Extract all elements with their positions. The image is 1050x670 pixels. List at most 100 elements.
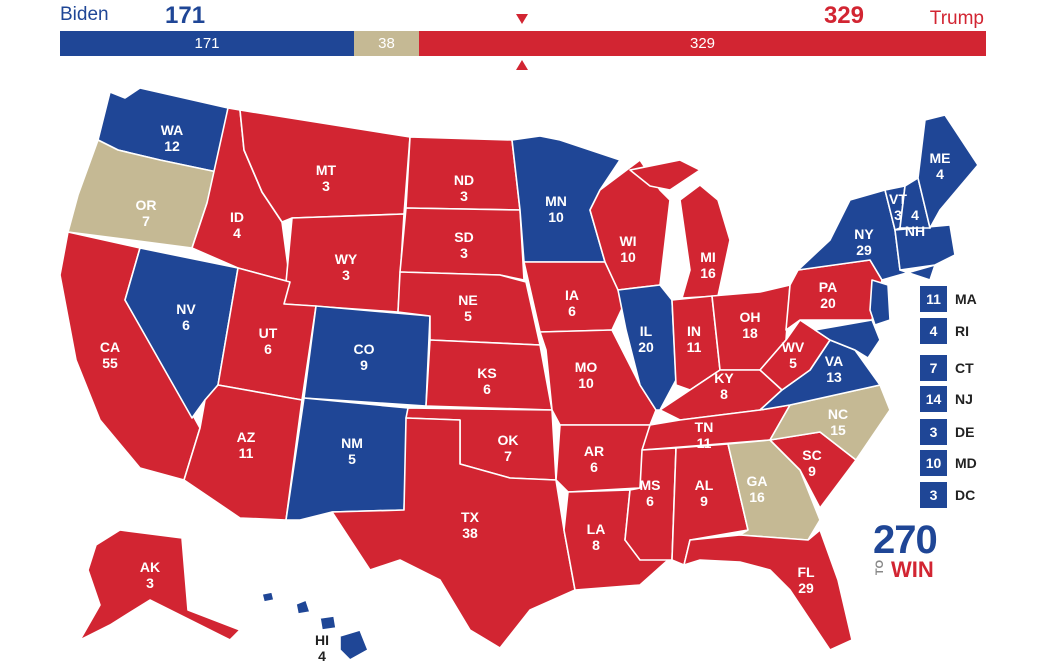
state-ev-nc: 15 — [830, 422, 846, 438]
state-abbr-hi: HI — [315, 632, 329, 648]
state-abbr-nc: NC — [828, 406, 848, 422]
state-label-id: ID 4 — [230, 209, 244, 241]
state-label-wa: WA 12 — [161, 122, 184, 154]
state-ev-ok: 7 — [504, 448, 512, 464]
state-ev-tx: 38 — [462, 525, 478, 541]
state-ev-tn: 11 — [697, 435, 712, 451]
state-label-ak: AK 3 — [140, 559, 160, 591]
small-state-md[interactable]: 10 MD — [920, 450, 1030, 476]
small-state-ev: 3 — [920, 419, 947, 445]
270towin-logo[interactable]: 270 TO WIN — [873, 520, 953, 582]
state-abbr-tn: TN — [695, 419, 714, 435]
state-label-hi: HI 4 — [315, 632, 329, 664]
small-state-ev: 11 — [920, 286, 947, 312]
state-ev-mi: 16 — [700, 265, 716, 281]
state-abbr-oh: OH — [740, 309, 761, 325]
state-abbr-ky: KY — [714, 370, 734, 386]
state-label-sd: SD 3 — [454, 229, 473, 261]
small-state-ev: 4 — [920, 318, 947, 344]
logo-to: TO — [874, 560, 886, 576]
state-ev-mo: 10 — [578, 375, 594, 391]
state-label-nd: ND 3 — [454, 172, 474, 204]
state-nj[interactable] — [869, 279, 891, 326]
small-state-dc[interactable]: 3 DC — [920, 482, 1030, 508]
state-abbr-al: AL — [695, 477, 714, 493]
state-ev-hi: 4 — [318, 648, 326, 664]
small-state-abbr: CT — [955, 360, 974, 376]
state-tx[interactable] — [331, 417, 576, 649]
state-ev-mt: 3 — [322, 178, 330, 194]
biden-name: Biden — [60, 4, 109, 25]
state-abbr-ak: AK — [140, 559, 160, 575]
state-abbr-az: AZ — [237, 429, 256, 445]
state-abbr-id: ID — [230, 209, 244, 225]
bar-trump-segment: 329 — [419, 31, 986, 56]
state-label-me: ME 4 — [930, 150, 951, 182]
state-me[interactable] — [917, 114, 979, 229]
state-ev-sd: 3 — [460, 245, 468, 261]
small-state-ev: 10 — [920, 450, 947, 476]
state-abbr-nd: ND — [454, 172, 474, 188]
small-state-nj[interactable]: 14 NJ — [920, 386, 1030, 412]
state-abbr-co: CO — [354, 341, 375, 357]
state-ev-pa: 20 — [820, 295, 836, 311]
state-az[interactable] — [183, 384, 303, 521]
small-state-abbr: MA — [955, 291, 977, 307]
state-hi[interactable] — [261, 591, 369, 661]
small-state-ct[interactable]: 7 CT — [920, 355, 1030, 381]
state-abbr-ne: NE — [458, 292, 477, 308]
state-abbr-nh: 4 — [911, 207, 919, 223]
state-nm[interactable] — [285, 397, 409, 521]
small-state-abbr: DE — [955, 424, 975, 440]
state-abbr-tx: TX — [461, 509, 480, 525]
state-abbr-in: IN — [687, 323, 701, 339]
state-abbr-wa: WA — [161, 122, 184, 138]
state-ev-il: 20 — [638, 339, 654, 355]
state-label-nm: NM 5 — [341, 435, 363, 467]
state-ev-wa: 12 — [164, 138, 180, 154]
state-label-la: LA 8 — [587, 521, 606, 553]
state-label-in: IN 11 — [687, 323, 702, 355]
state-abbr-wi: WI — [619, 233, 636, 249]
trump-total: 329 — [823, 2, 864, 29]
state-label-ny: NY 29 — [854, 226, 874, 258]
state-ev-sc: 9 — [808, 463, 816, 479]
state-ar[interactable] — [555, 424, 651, 493]
state-ev-co: 9 — [360, 357, 368, 373]
state-abbr-sc: SC — [802, 447, 821, 463]
state-ev-nm: 5 — [348, 451, 356, 467]
small-state-ma[interactable]: 11 MA — [920, 286, 1030, 312]
state-ev-al: 9 — [700, 493, 708, 509]
small-state-de[interactable]: 3 DE — [920, 419, 1030, 445]
state-abbr-ga: GA — [747, 473, 768, 489]
logo-win: WIN — [891, 557, 934, 582]
state-fl[interactable] — [683, 529, 853, 651]
state-label-tn: TN 11 — [695, 419, 714, 451]
small-state-abbr: MD — [955, 455, 977, 471]
state-ev-ar: 6 — [590, 459, 598, 475]
state-label-nv: NV 6 — [176, 301, 196, 333]
state-abbr-me: ME — [930, 150, 951, 166]
state-ma-ct-ri[interactable] — [894, 224, 956, 271]
electoral-vote-bar: 171 38 329 — [60, 31, 986, 56]
small-state-ri[interactable]: 4 RI — [920, 318, 1030, 344]
small-state-abbr: NJ — [955, 391, 973, 407]
state-ev-az: 11 — [239, 445, 254, 461]
state-abbr-ks: KS — [477, 365, 496, 381]
state-label-ia: IA 6 — [565, 287, 579, 319]
state-label-wi: WI 10 — [619, 233, 636, 265]
state-label-wv: WV 5 — [782, 339, 805, 371]
state-ev-nv: 6 — [182, 317, 190, 333]
state-ak[interactable] — [79, 529, 241, 641]
small-state-ev: 7 — [920, 355, 947, 381]
state-abbr-mt: MT — [316, 162, 337, 178]
state-label-ks: KS 6 — [477, 365, 496, 397]
state-label-ar: AR 6 — [584, 443, 604, 475]
state-mi[interactable] — [629, 159, 731, 299]
logo-number: 270 — [873, 518, 938, 562]
state-label-ga: GA 16 — [747, 473, 768, 505]
state-ev-ny: 29 — [856, 242, 872, 258]
state-ev-ia: 6 — [568, 303, 576, 319]
state-abbr-ar: AR — [584, 443, 604, 459]
state-md-de[interactable] — [814, 319, 881, 359]
